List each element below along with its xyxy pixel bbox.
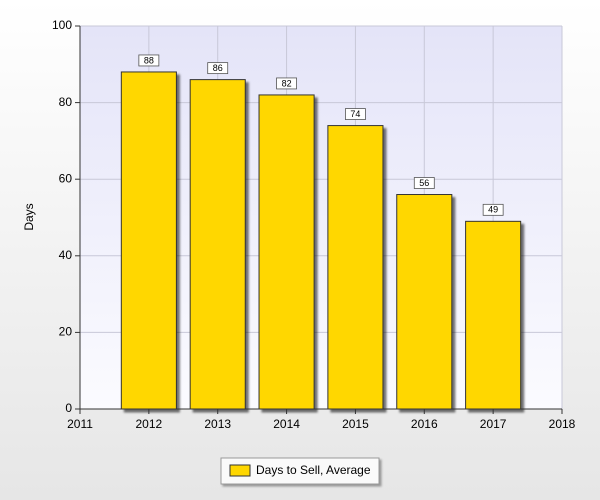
bar <box>396 194 453 410</box>
value-label: 49 <box>488 205 498 215</box>
legend: Days to Sell, Average <box>220 457 380 485</box>
y-tick-label: 0 <box>65 401 72 415</box>
bar <box>258 94 315 410</box>
value-label-box <box>138 54 160 67</box>
y-tick-label: 20 <box>59 325 73 339</box>
x-tick-label: 2012 <box>136 417 163 431</box>
marks: 88 86 82 74 56 49 <box>120 54 522 410</box>
value-label: 88 <box>144 55 154 65</box>
x-tick-label: 2016 <box>411 417 438 431</box>
x-tick-label: 2017 <box>480 417 507 431</box>
value-label-box <box>413 177 435 189</box>
y-tick-label: 40 <box>59 248 73 262</box>
y-tick-label: 100 <box>52 18 72 32</box>
x-tick-label: 2018 <box>549 417 576 431</box>
x-tick-label: 2014 <box>273 417 300 431</box>
x-tick-label: 2015 <box>342 417 369 431</box>
value-label-box <box>482 203 504 216</box>
bar <box>465 220 522 410</box>
bar <box>120 71 177 410</box>
value-label: 56 <box>419 178 429 188</box>
y-tick-label: 60 <box>59 171 73 185</box>
value-label: 74 <box>350 109 360 119</box>
value-label: 86 <box>213 63 223 73</box>
value-label-box <box>345 108 366 120</box>
value-label: 82 <box>282 78 292 88</box>
bar <box>327 125 384 410</box>
x-tick-label: 2013 <box>204 417 231 431</box>
x-tick-label: 2011 <box>67 417 93 431</box>
legend-swatch <box>229 464 251 477</box>
y-tick-label: 80 <box>59 95 73 109</box>
value-label-box <box>276 77 297 90</box>
legend-label: Days to Sell, Average <box>256 463 371 477</box>
y-axis-label: Days <box>22 203 36 230</box>
bar <box>189 79 246 410</box>
value-label-box <box>207 62 229 75</box>
